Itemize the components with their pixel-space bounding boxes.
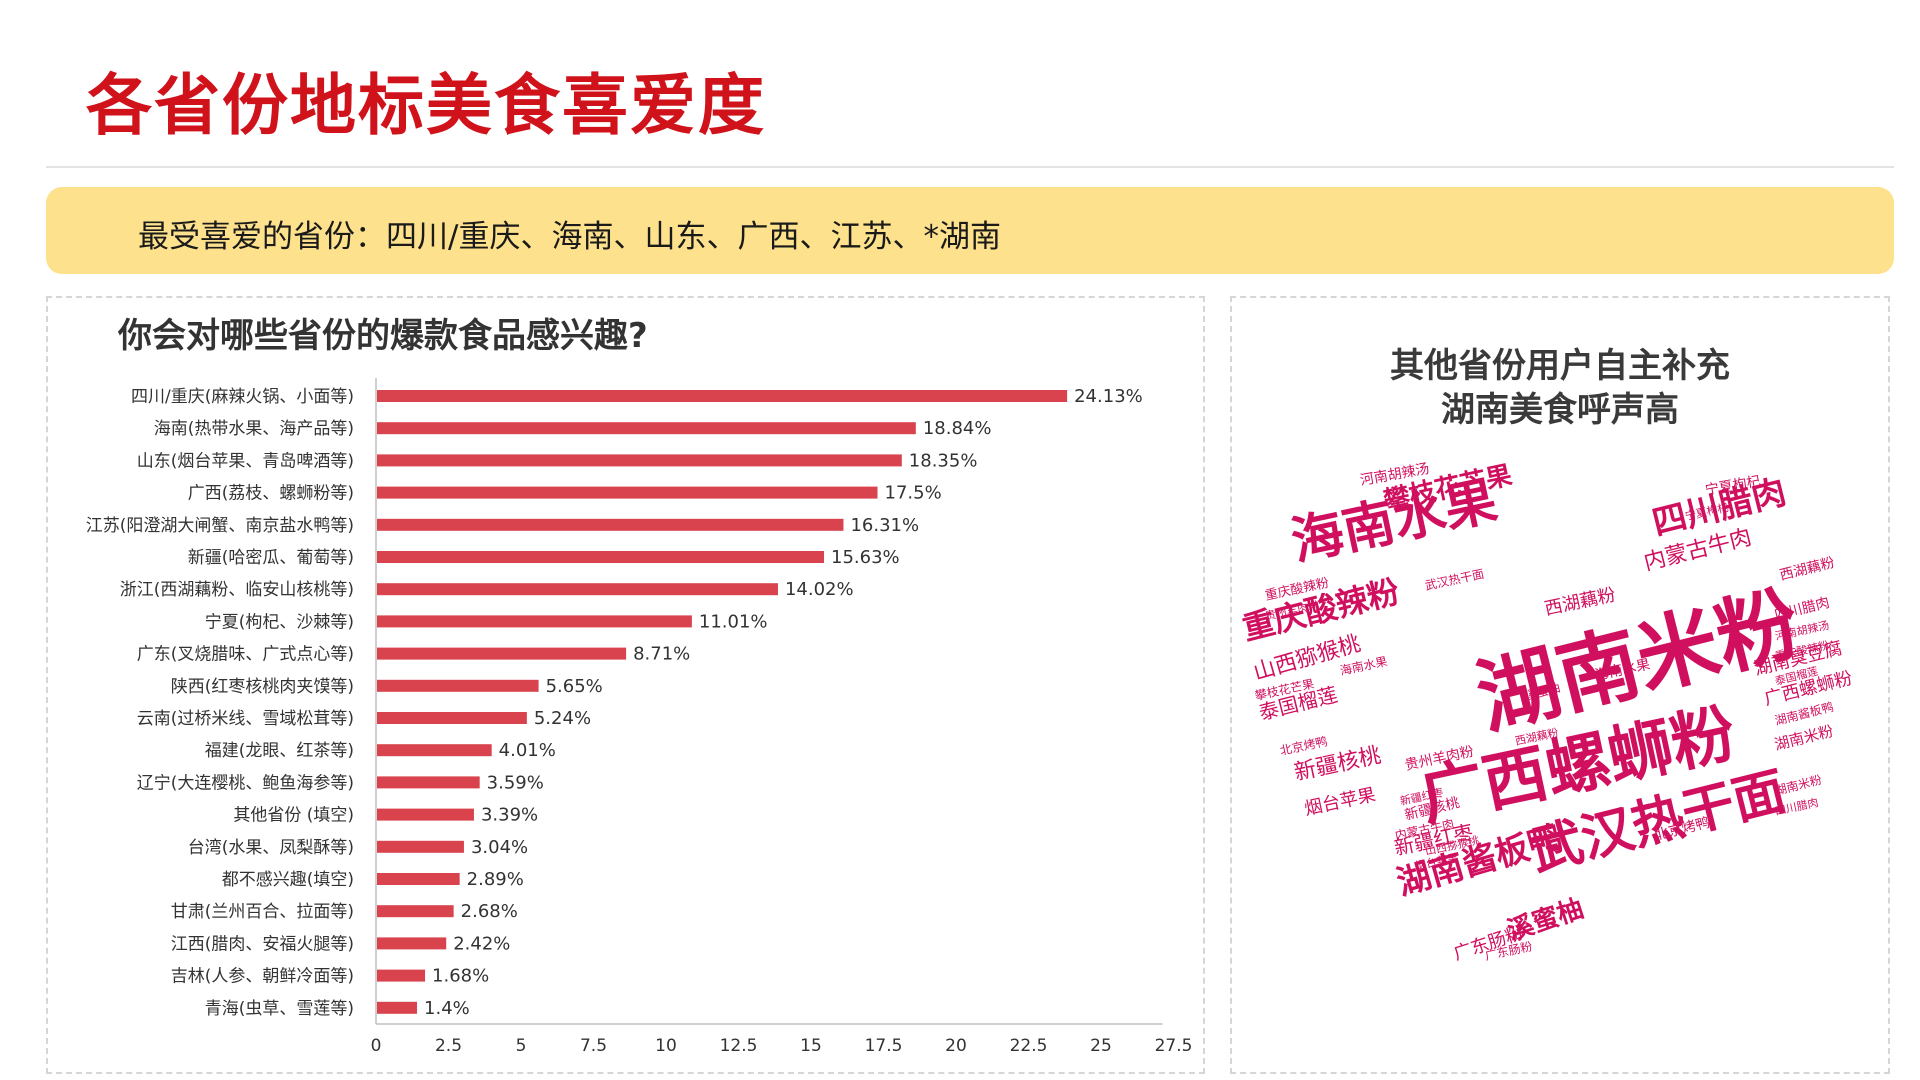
bar-chart-panel: [46, 296, 1205, 1074]
value-label: 2.89%: [467, 869, 524, 890]
wordcloud-word: 湖南米粉: [1773, 722, 1836, 754]
bar: [377, 679, 539, 692]
bar: [377, 486, 878, 499]
bar: [377, 454, 902, 467]
wordcloud-title: 其他省份用户自主补充 湖南美食呼声高: [1232, 344, 1888, 432]
x-tick-label: 15: [800, 1036, 822, 1056]
value-label: 2.42%: [453, 933, 510, 954]
category-label: 其他省份 (填空): [233, 806, 354, 826]
x-tick-label: 5: [516, 1036, 527, 1056]
category-label: 甘肃(兰州百合、拉面等): [171, 902, 354, 922]
bar: [377, 422, 916, 435]
bar: [377, 808, 474, 821]
x-tick-label: 2.5: [435, 1036, 462, 1056]
value-label: 14.02%: [785, 579, 854, 600]
category-label: 都不感兴趣(填空): [222, 870, 354, 890]
category-label: 江西(腊肉、安福火腿等): [171, 934, 354, 954]
value-label: 24.13%: [1074, 386, 1143, 407]
value-label: 3.04%: [471, 837, 528, 858]
category-label: 陕西(红枣核桃肉夹馍等): [171, 677, 354, 697]
category-label: 福建(龙眼、红茶等): [205, 741, 354, 761]
value-label: 3.39%: [481, 805, 538, 826]
value-label: 5.24%: [534, 708, 591, 729]
bar: [377, 776, 480, 789]
value-label: 5.65%: [546, 676, 603, 697]
x-tick-label: 22.5: [1010, 1036, 1048, 1056]
value-label: 8.71%: [633, 644, 690, 665]
wordcloud-title-line2: 湖南美食呼声高: [1441, 390, 1679, 430]
value-label: 4.01%: [499, 740, 556, 761]
value-label: 15.63%: [831, 547, 900, 568]
category-label: 四川/重庆(麻辣火锅、小面等): [131, 387, 354, 407]
category-label: 山东(烟台苹果、青岛啤酒等): [137, 451, 354, 471]
x-tick-label: 7.5: [580, 1036, 607, 1056]
banner-text: 最受喜爱的省份：四川/重庆、海南、山东、广西、江苏、*湖南: [138, 219, 1001, 255]
bar: [377, 937, 447, 950]
x-tick-label: 20: [945, 1036, 967, 1056]
wordcloud-title-line1: 其他省份用户自主补充: [1390, 346, 1730, 386]
category-label: 辽宁(大连樱桃、鲍鱼海参等): [137, 773, 354, 793]
bar: [377, 840, 464, 853]
bar: [377, 744, 492, 757]
value-label: 18.35%: [909, 450, 978, 471]
x-tick-label: 12.5: [720, 1036, 758, 1056]
category-label: 青海(虫草、雪莲等): [205, 999, 354, 1019]
bar: [377, 712, 527, 724]
category-label: 江苏(阳澄湖大闸蟹、南京盐水鸭等): [86, 516, 354, 536]
bar: [377, 647, 627, 660]
bar: [377, 969, 426, 982]
x-tick-label: 10: [655, 1036, 677, 1056]
value-label: 1.4%: [424, 998, 470, 1019]
wordcloud-word: 烟台苹果: [1303, 784, 1378, 820]
wordcloud-word: 武汉热干面: [1424, 567, 1486, 593]
category-label: 广西(荔枝、螺蛳粉等): [188, 484, 354, 504]
value-label: 17.5%: [885, 483, 942, 504]
category-label: 云南(过桥米线、雪域松茸等): [137, 709, 354, 729]
value-label: 1.68%: [432, 966, 489, 987]
wordcloud-word: 西湖藕粉: [1778, 555, 1836, 584]
category-label: 台湾(水果、凤梨酥等): [188, 838, 354, 858]
x-tick-label: 17.5: [865, 1036, 903, 1056]
category-label: 浙江(西湖藕粉、临安山核桃等): [120, 580, 354, 600]
bar: [377, 583, 778, 596]
bar: [377, 518, 844, 531]
value-label: 2.68%: [461, 901, 518, 922]
bar: [377, 905, 454, 918]
category-label: 新疆(哈密瓜、葡萄等): [188, 548, 354, 568]
category-label: 宁夏(枸杞、沙棘等): [205, 612, 354, 632]
bar: [377, 1001, 418, 1014]
bar: [377, 551, 825, 563]
bar: [377, 390, 1068, 402]
x-tick-label: 25: [1090, 1036, 1112, 1056]
category-label: 海南(热带水果、海产品等): [154, 419, 354, 439]
x-tick-label: 0: [371, 1036, 382, 1056]
bar: [377, 615, 692, 628]
wordcloud-panel: [1230, 296, 1890, 1074]
value-label: 3.59%: [487, 772, 544, 793]
value-label: 18.84%: [923, 418, 992, 439]
value-label: 16.31%: [850, 515, 919, 536]
wordcloud-word: 西湖藕粉: [1543, 584, 1618, 620]
chart-title: 你会对哪些省份的爆款食品感兴趣?: [118, 316, 648, 356]
wordcloud-word: 湖南米粉: [1773, 772, 1823, 798]
wordcloud-word: 北京烤鸭: [1279, 733, 1329, 758]
value-label: 11.01%: [699, 611, 768, 632]
category-label: 吉林(人参、朝鲜冷面等): [171, 967, 354, 987]
page-title: 各省份地标美食喜爱度: [86, 67, 766, 144]
highlight-banner: 最受喜爱的省份：四川/重庆、海南、山东、广西、江苏、*湖南: [46, 187, 1894, 274]
bar: [377, 873, 460, 885]
category-label: 广东(叉烧腊味、广式点心等): [137, 645, 354, 665]
word-cloud: 湖南米粉广西螺蛳粉武汉热干面海南水果湖南酱板鸭重庆酸辣粉四川腊肉攀枝花芒果内蒙古…: [1239, 460, 1855, 964]
title-divider: [46, 166, 1894, 168]
x-tick-label: 27.5: [1155, 1036, 1193, 1056]
